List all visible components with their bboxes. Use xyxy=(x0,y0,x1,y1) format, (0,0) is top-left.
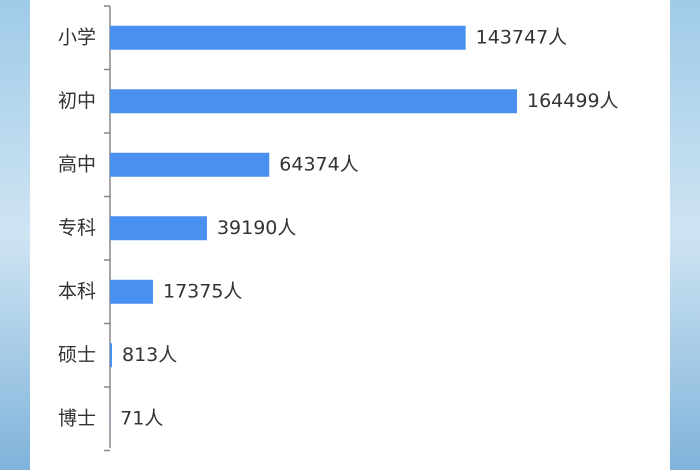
category-label: 高中 xyxy=(58,153,96,175)
value-label: 164499人 xyxy=(527,90,619,112)
category-label: 小学 xyxy=(58,26,96,48)
bar xyxy=(110,216,207,240)
value-label: 813人 xyxy=(122,344,177,366)
category-label: 专科 xyxy=(58,217,96,239)
bar xyxy=(110,89,517,113)
value-label: 17375人 xyxy=(163,280,242,302)
bar xyxy=(110,280,153,304)
value-label: 143747人 xyxy=(476,26,568,48)
bar xyxy=(110,153,269,177)
value-label: 71人 xyxy=(120,407,163,429)
category-label: 本科 xyxy=(58,280,96,302)
category-label: 博士 xyxy=(58,407,96,429)
category-label: 硕士 xyxy=(58,344,96,366)
value-label: 64374人 xyxy=(279,153,358,175)
value-label: 39190人 xyxy=(217,217,296,239)
bar xyxy=(110,343,112,367)
bar xyxy=(110,26,466,50)
category-label: 初中 xyxy=(58,90,96,112)
